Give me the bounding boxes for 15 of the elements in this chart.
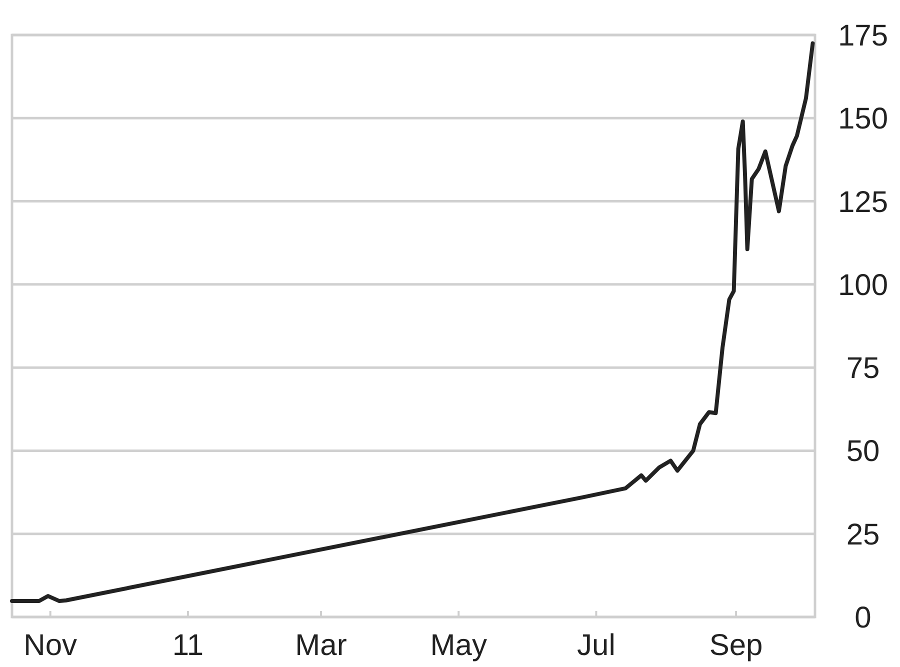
y-tick-label: 0: [854, 602, 872, 634]
x-tick-label: May: [430, 629, 487, 662]
y-tick-label: 175: [838, 20, 888, 52]
y-tick-label: 25: [846, 518, 880, 552]
x-tick-label: Nov: [24, 629, 78, 662]
y-tick-label: 125: [838, 186, 888, 219]
y-tick-label: 150: [838, 102, 888, 136]
x-tick-label: Sep: [709, 629, 763, 662]
y-tick-label: 75: [846, 352, 880, 386]
x-tick-label: Mar: [295, 629, 347, 662]
line-series: [10, 41, 815, 604]
x-tick-label: 11: [172, 629, 204, 662]
y-tick-label: 100: [838, 268, 888, 302]
y-tick-label: 50: [846, 435, 880, 468]
x-tick-label: Jul: [577, 629, 616, 662]
